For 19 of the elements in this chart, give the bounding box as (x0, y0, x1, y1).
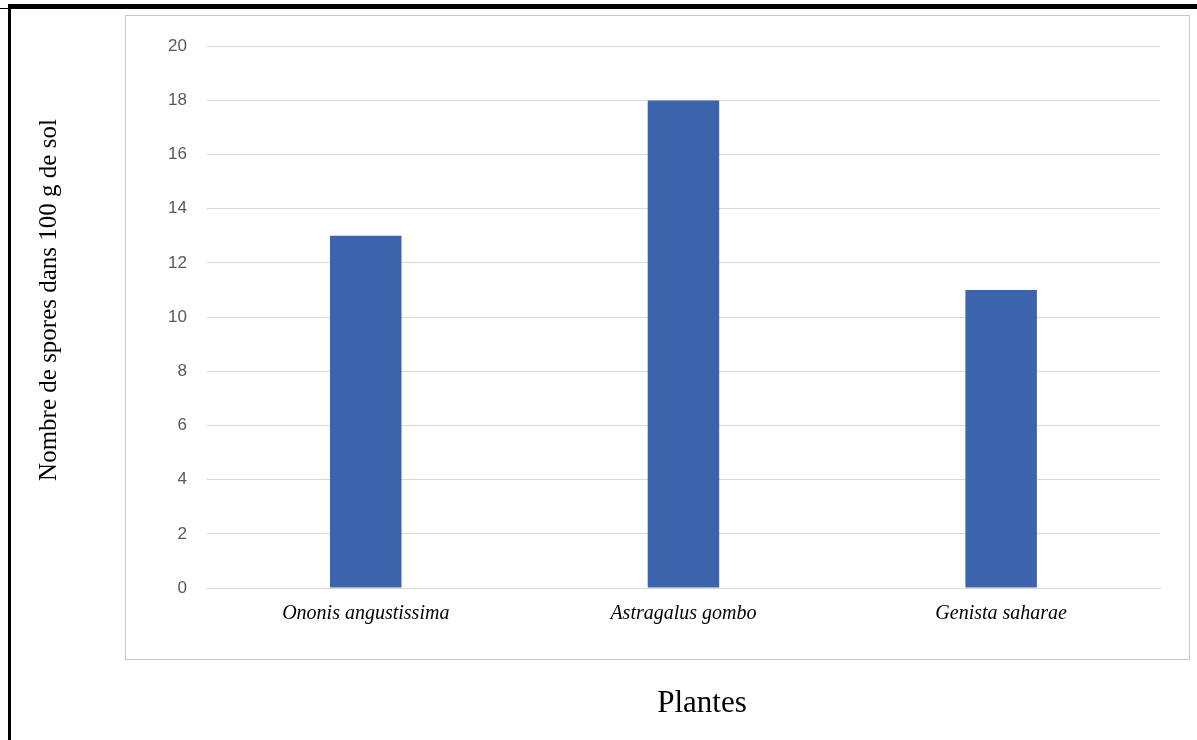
y-axis-title: Nombre de spores dans 100 g de sol (34, 119, 62, 481)
x-tick-label: Genista saharae (935, 601, 1068, 624)
bar (965, 290, 1037, 588)
y-tick-label: 8 (177, 360, 187, 380)
y-tick-label: 10 (167, 306, 187, 326)
bar (330, 235, 402, 588)
y-tick-label: 6 (177, 415, 187, 435)
y-tick-label: 20 (167, 35, 187, 55)
bar (647, 100, 720, 588)
x-tick-label: Ononis angustissima (282, 601, 450, 625)
y-tick-label: 14 (167, 198, 187, 218)
x-tick-label: Astragalus gombo (608, 601, 757, 625)
y-tick-label: 0 (177, 577, 187, 597)
y-tick-label: 4 (177, 469, 187, 489)
y-tick-label: 2 (177, 523, 187, 543)
y-tick-label: 12 (167, 252, 187, 272)
y-tick-label: 16 (167, 144, 187, 164)
y-tick-label: 18 (167, 90, 187, 110)
x-axis-title: Plantes (657, 684, 747, 720)
